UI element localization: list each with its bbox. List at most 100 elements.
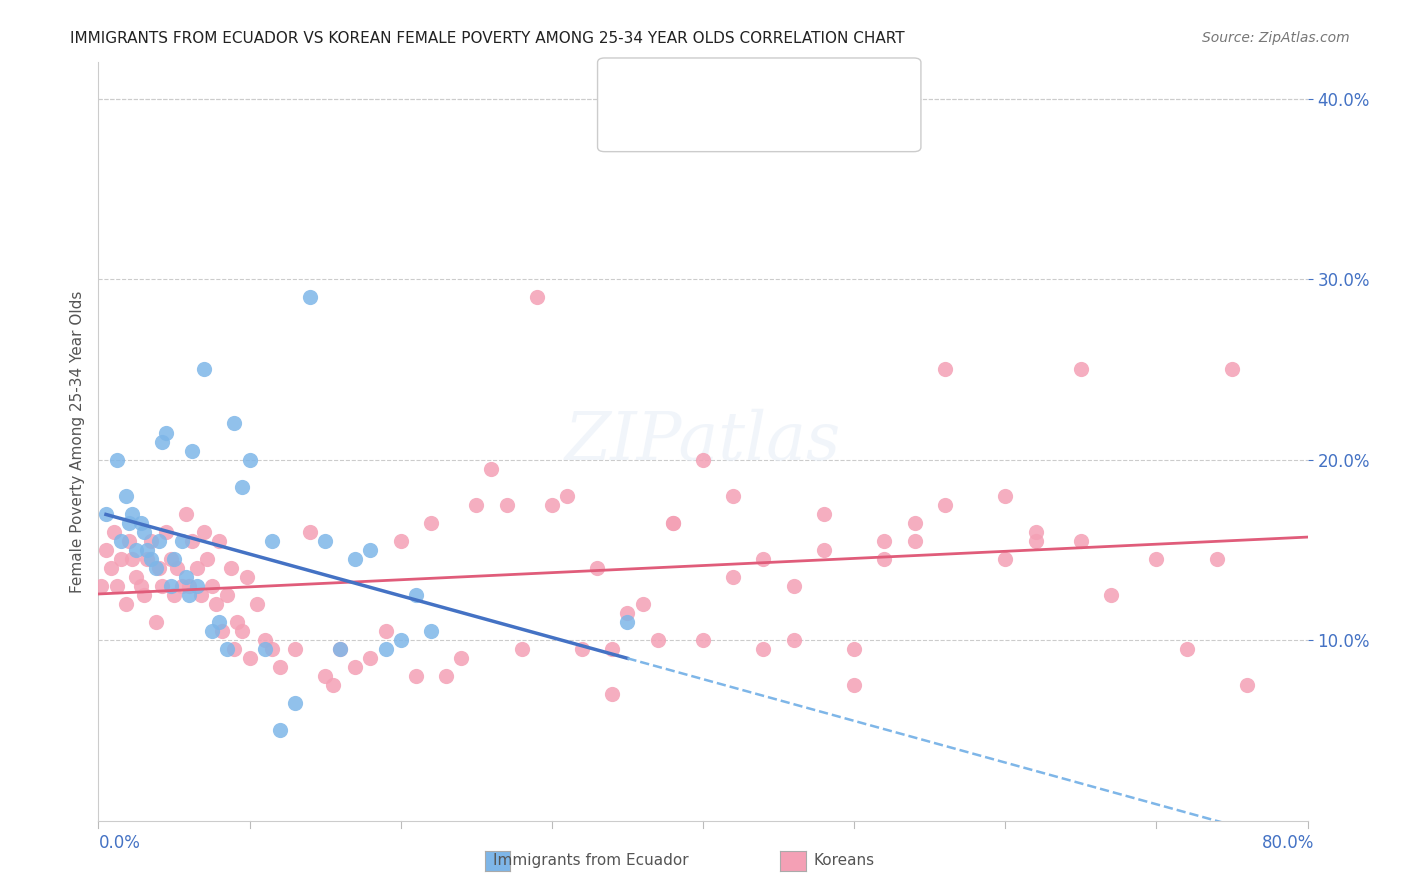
Point — [125, 542, 148, 557]
Point — [231, 624, 253, 639]
Point — [103, 524, 125, 539]
Point — [994, 552, 1017, 566]
Point — [174, 507, 197, 521]
Point — [374, 624, 396, 639]
Point — [121, 507, 143, 521]
Point — [239, 651, 262, 665]
Text: 0.0%: 0.0% — [98, 834, 141, 852]
Point — [661, 516, 683, 530]
Point — [201, 624, 224, 639]
Point — [253, 642, 276, 657]
Point — [752, 552, 775, 566]
Point — [661, 516, 683, 530]
Point — [110, 533, 132, 548]
Point — [602, 642, 624, 657]
Point — [269, 660, 291, 674]
Point — [994, 489, 1017, 503]
Point — [322, 678, 344, 692]
Point — [934, 498, 956, 512]
Point — [110, 552, 132, 566]
Point — [193, 362, 215, 376]
Point — [314, 533, 336, 548]
Point — [329, 642, 352, 657]
Point — [405, 588, 427, 602]
Point — [360, 542, 382, 557]
Point — [1070, 362, 1092, 376]
Point — [231, 480, 253, 494]
Point — [208, 533, 231, 548]
Point — [235, 570, 257, 584]
Point — [723, 489, 745, 503]
Point — [434, 669, 457, 683]
Point — [344, 552, 367, 566]
Point — [783, 633, 806, 648]
Point — [299, 290, 322, 304]
Point — [253, 633, 276, 648]
Point — [205, 597, 228, 611]
Point — [211, 624, 233, 639]
Point — [904, 516, 927, 530]
Point — [181, 443, 204, 458]
Point — [1099, 588, 1122, 602]
Point — [174, 570, 197, 584]
Point — [299, 524, 322, 539]
Text: 80.0%: 80.0% — [1263, 834, 1315, 852]
Point — [284, 642, 307, 657]
Text: 0.244: 0.244 — [664, 87, 711, 101]
Point — [647, 633, 669, 648]
Point — [1206, 552, 1229, 566]
Point — [844, 678, 866, 692]
Point — [631, 597, 654, 611]
Point — [1024, 524, 1046, 539]
Point — [873, 533, 896, 548]
Point — [1070, 533, 1092, 548]
Point — [389, 633, 412, 648]
Point — [374, 642, 396, 657]
Text: 103: 103 — [759, 118, 792, 132]
Point — [526, 290, 548, 304]
Point — [239, 452, 262, 467]
Point — [94, 507, 117, 521]
Text: Source: ZipAtlas.com: Source: ZipAtlas.com — [1202, 31, 1350, 45]
Point — [540, 498, 562, 512]
Point — [1220, 362, 1243, 376]
Point — [150, 579, 173, 593]
Point — [179, 588, 201, 602]
Point — [1236, 678, 1258, 692]
Point — [844, 642, 866, 657]
Point — [186, 561, 208, 575]
Point — [135, 552, 157, 566]
Point — [118, 533, 141, 548]
Point — [141, 552, 163, 566]
Point — [145, 615, 167, 629]
Point — [150, 434, 173, 449]
Point — [181, 533, 204, 548]
Point — [125, 570, 148, 584]
Text: R =: R = — [626, 118, 659, 132]
Point — [166, 561, 188, 575]
Point — [163, 552, 186, 566]
Point — [195, 552, 218, 566]
Point — [616, 606, 638, 620]
Point — [215, 642, 238, 657]
Point — [284, 696, 307, 710]
Point — [155, 524, 177, 539]
Point — [105, 579, 128, 593]
Point — [904, 533, 927, 548]
Point — [129, 579, 152, 593]
Point — [163, 588, 186, 602]
Point — [783, 579, 806, 593]
Point — [145, 561, 167, 575]
Point — [132, 524, 155, 539]
Point — [692, 452, 714, 467]
Point — [160, 579, 183, 593]
Point — [262, 533, 284, 548]
Point — [360, 651, 382, 665]
Point — [114, 489, 136, 503]
Point — [118, 516, 141, 530]
Point — [465, 498, 488, 512]
Point — [344, 660, 367, 674]
Point — [405, 669, 427, 683]
Point — [1144, 552, 1167, 566]
Point — [450, 651, 472, 665]
